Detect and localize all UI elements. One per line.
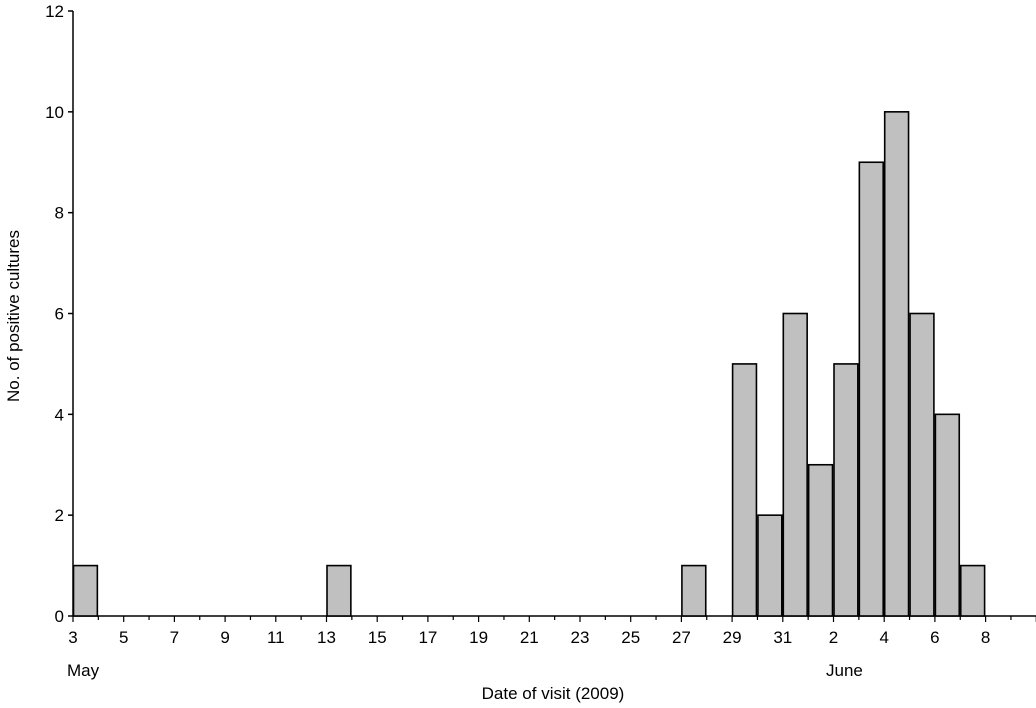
- bar: [782, 312, 808, 617]
- x-tick-label: 23: [571, 628, 590, 647]
- bar: [326, 564, 352, 617]
- y-tick-label: 8: [55, 204, 64, 223]
- y-tick-label: 4: [55, 405, 64, 424]
- bar: [72, 564, 99, 617]
- y-tick-label: 6: [55, 305, 64, 324]
- x-tick-label: 25: [621, 628, 640, 647]
- x-tick-label: 13: [317, 628, 336, 647]
- bar: [833, 363, 859, 617]
- x-tick-label: 8: [981, 628, 990, 647]
- x-tick-label: 19: [469, 628, 488, 647]
- bar: [959, 564, 986, 617]
- bar: [909, 312, 935, 617]
- x-tick-label: 31: [773, 628, 792, 647]
- y-tick-label: 10: [45, 103, 64, 122]
- bar: [934, 413, 961, 617]
- y-tick-label: 0: [55, 607, 64, 626]
- x-tick-label: 27: [672, 628, 691, 647]
- x-tick-label: 9: [220, 628, 229, 647]
- bar: [807, 463, 834, 617]
- month-label-june: June: [826, 661, 863, 680]
- y-tick-label: 12: [45, 2, 64, 21]
- x-tick-label: 2: [829, 628, 838, 647]
- bar: [757, 514, 783, 617]
- y-tick-label: 2: [55, 506, 64, 525]
- month-label-may: May: [67, 661, 100, 680]
- bar: [858, 161, 884, 617]
- x-axis-title: Date of visit (2009): [482, 684, 625, 703]
- bar: [681, 564, 707, 617]
- y-axis-title: No. of positive cultures: [4, 230, 23, 402]
- y-axis: 0 2 4 6 8 10 12: [45, 2, 74, 626]
- x-tick-label: 21: [520, 628, 539, 647]
- bars-group: [72, 111, 986, 617]
- x-tick-label: 29: [723, 628, 742, 647]
- bar: [731, 363, 758, 617]
- bar: [883, 111, 910, 617]
- x-tick-label: 4: [879, 628, 888, 647]
- x-tick-label: 6: [930, 628, 939, 647]
- x-tick-label: 17: [418, 628, 437, 647]
- x-axis: 3 5 7 9 11 13 15 17 19 21 23 25 27 29 31 2 4 6 8: [68, 615, 1036, 647]
- x-tick-label: 15: [368, 628, 387, 647]
- x-tick-label: 11: [267, 628, 285, 647]
- x-tick-label: 5: [119, 628, 128, 647]
- x-tick-label: 7: [170, 628, 179, 647]
- x-tick-label: 3: [68, 628, 77, 647]
